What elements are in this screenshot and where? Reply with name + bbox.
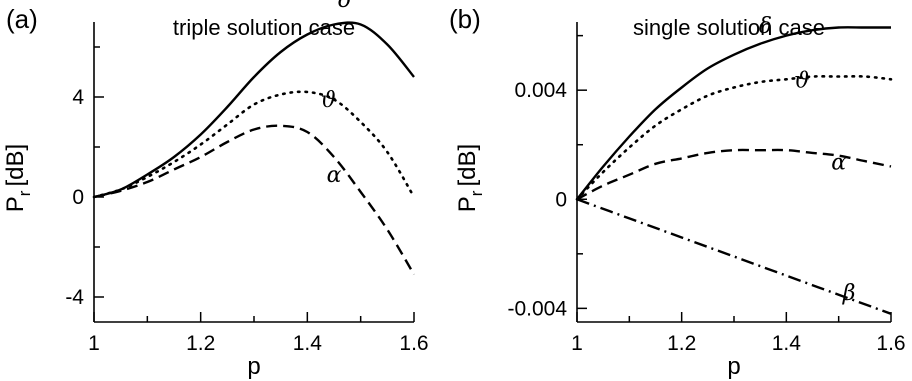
y-tick-label: 0.004 — [514, 79, 567, 102]
panel-a: (a) triple solution case 1 1.2 1.4 1.6 -4 0 4 p Pr… — [2, 0, 429, 380]
y-axis-label-main: P — [2, 196, 29, 212]
y-tick-label: -4 — [65, 286, 84, 309]
chart-title: single solution case — [633, 15, 825, 40]
series-label: α — [831, 150, 846, 175]
panel-letter: (a) — [6, 4, 38, 34]
series-label: ϑ — [794, 68, 810, 93]
x-tick-label: 1.6 — [399, 332, 428, 355]
x-axis-label: p — [247, 353, 260, 380]
chart-title: triple solution case — [173, 15, 355, 40]
series-line — [576, 198, 892, 315]
series-line — [93, 124, 416, 276]
series-line — [576, 26, 891, 201]
y-axis-label-sub: r — [15, 190, 34, 196]
panel-letter: (b) — [449, 4, 481, 34]
y-axis-label-sub: r — [467, 190, 486, 196]
series-line — [93, 21, 415, 199]
y-axis-label-unit: [dB] — [454, 144, 481, 187]
series-label: α — [327, 163, 342, 188]
y-tick-label: 0 — [555, 188, 567, 211]
x-tick-label: 1.4 — [293, 332, 323, 355]
x-axis-label: p — [727, 353, 740, 380]
panel-b: (b) single solution case 1 1.2 1.4 1.6 -0.004 0… — [449, 4, 906, 380]
series-label: ϑ — [321, 88, 337, 113]
y-axis-label: Pr [dB] — [454, 144, 486, 212]
y-tick-label: 0 — [72, 186, 84, 209]
series-line — [575, 75, 893, 201]
series-line — [92, 90, 416, 199]
series-label: δ — [759, 14, 772, 39]
y-axis-label-unit: [dB] — [2, 144, 29, 187]
y-axis-label-main: P — [454, 196, 481, 212]
x-tick-label: 1.6 — [876, 332, 905, 355]
series-line — [576, 148, 892, 201]
x-tick-label: 1 — [571, 332, 583, 355]
x-tick-label: 1.2 — [186, 332, 215, 355]
x-tick-label: 1.2 — [667, 332, 696, 355]
series-label: β — [842, 281, 856, 306]
x-tick-label: 1 — [88, 332, 100, 355]
x-tick-label: 1.4 — [772, 332, 802, 355]
y-tick-label: 4 — [72, 86, 84, 109]
y-tick-label: -0.004 — [507, 297, 567, 320]
y-axis-label: Pr [dB] — [2, 144, 34, 212]
series-label: δ — [338, 0, 351, 13]
